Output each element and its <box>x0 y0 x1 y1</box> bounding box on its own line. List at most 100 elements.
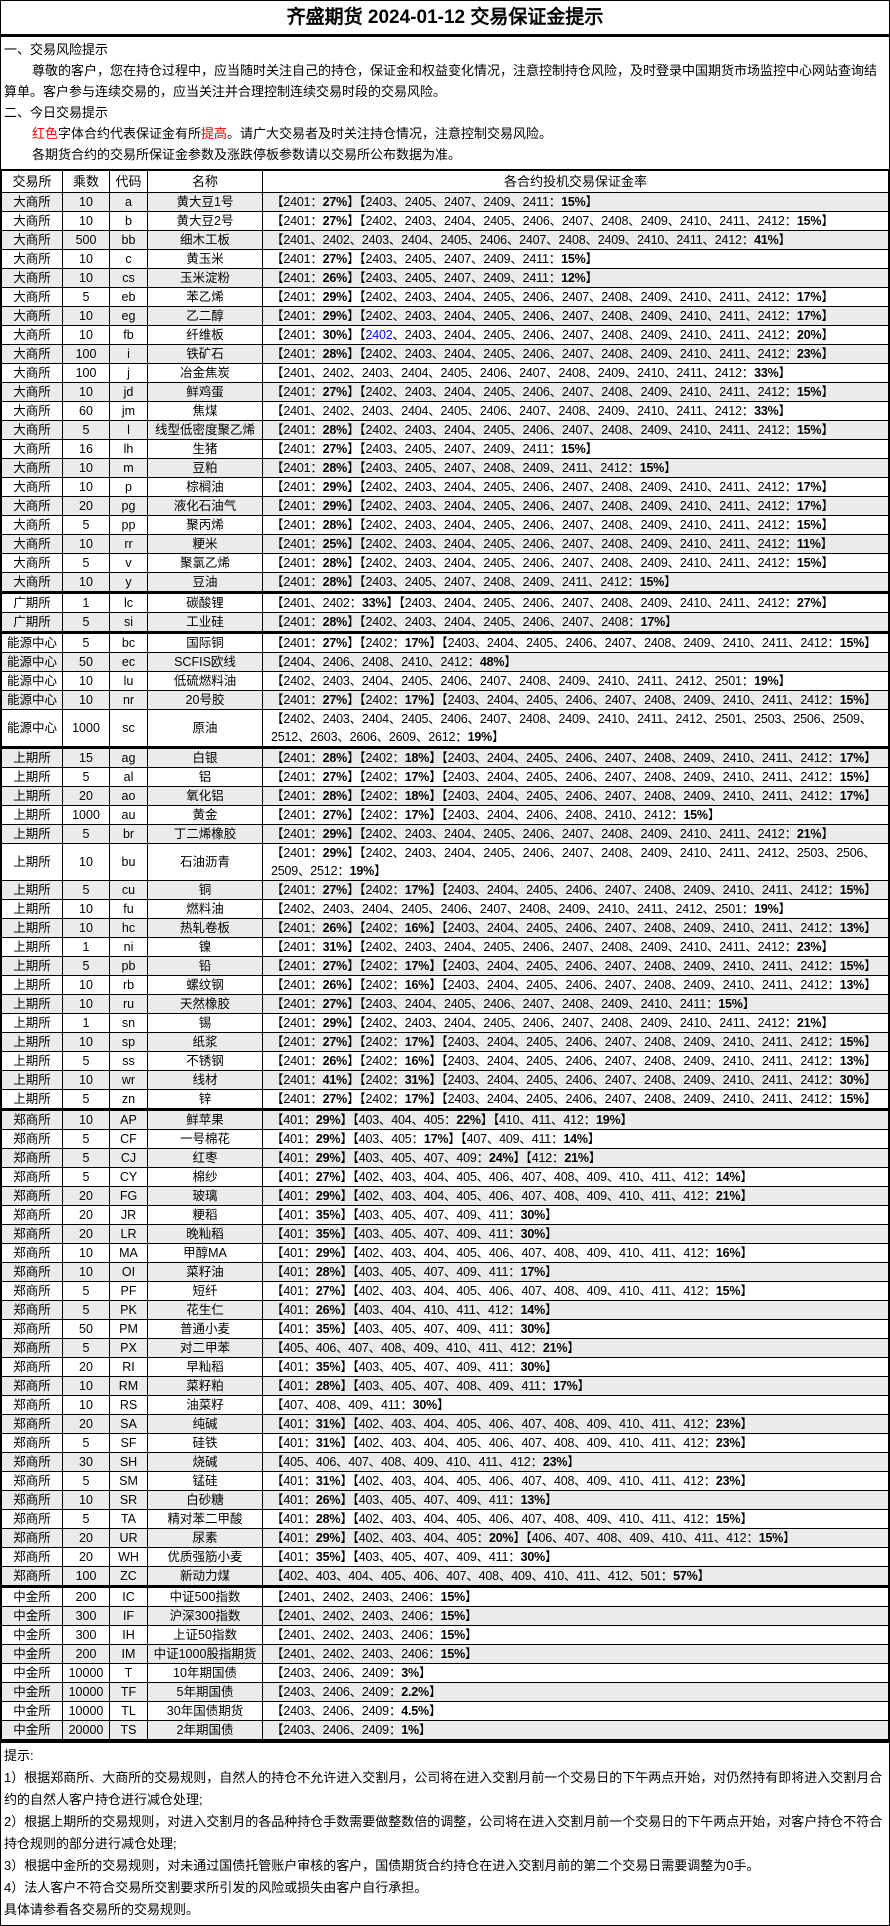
contract-list: 2403、2404、2405、2406、2407、2408、2409、2410、… <box>447 978 828 992</box>
code-cell: RI <box>109 1357 148 1377</box>
table-row: 大商所 5 v 聚氯乙烯 【2401：28%】【2402、2403、2404、2405、… <box>1 553 889 573</box>
table-row: 郑商所 20 LR 晚籼稻 【401：35%】【403、405、407、409、411：… <box>1 1224 889 1244</box>
exchange-cell: 郑商所 <box>1 1414 63 1434</box>
table-row: 大商所 16 lh 生猪 【2401：27%】【2403、2405、2407、2409、… <box>1 439 889 459</box>
code-cell: c <box>109 249 148 269</box>
code-cell: zn <box>109 1089 148 1110</box>
name-cell: 铁矿石 <box>147 344 263 364</box>
header-exchange: 交易所 <box>1 169 63 193</box>
rate-group: 【402、403、404、405、406、407、408、409、410、411… <box>352 1284 753 1298</box>
contract-list: 2403、2404、2405、2406、2407、2408、2409、2410、… <box>404 596 785 610</box>
rate-group: 【2403、2404、2406、2408、2410、2412：15%】 <box>441 808 721 822</box>
multiplier-cell: 5 <box>62 287 110 307</box>
header-name: 名称 <box>147 169 263 193</box>
rate-group: 【2401：27%】 <box>271 636 360 650</box>
rate-group: 【2401：28%】 <box>271 575 360 589</box>
exchange-cell: 大商所 <box>1 458 63 478</box>
margin-rate: 15% <box>758 1531 784 1545</box>
rate-group: 【401：35%】 <box>271 1360 353 1374</box>
multiplier-cell: 5 <box>62 515 110 535</box>
code-cell: pp <box>109 515 148 535</box>
name-cell: 天然橡胶 <box>147 994 263 1014</box>
rate-group: 【2401：41%】 <box>271 1073 360 1087</box>
rate-group: 【401：28%】 <box>271 1265 353 1279</box>
name-cell: 铅 <box>147 956 263 976</box>
rate-group: 【2403、2404、2405、2406、2407、2408、2409、2410… <box>441 789 877 803</box>
code-cell: m <box>109 458 148 478</box>
margin-rate: 17% <box>553 1379 578 1393</box>
code-cell: bu <box>109 843 148 881</box>
table-row: 郑商所 5 PF 短纤 【401：27%】【402、403、404、405、406、40… <box>1 1281 889 1301</box>
rate-group: 【402、403、404、405、406、407、408、409、410、411… <box>352 1417 753 1431</box>
margin-rate: 41% <box>322 1073 348 1087</box>
contract-list: 2402、2403、2404、2405、2406、2407、2408、2409、… <box>271 712 872 744</box>
margin-rate-cell: 【2401：26%】【2403、2405、2407、2409、2411：12%】 <box>262 268 889 288</box>
rate-group: 【2403、2406、2409：2.2%】 <box>271 1685 442 1699</box>
name-cell: 优质强筋小麦 <box>147 1547 263 1567</box>
code-cell: pg <box>109 496 148 516</box>
exchange-cell: 郑商所 <box>1 1338 63 1358</box>
multiplier-cell: 10 <box>62 477 110 497</box>
exchange-cell: 大商所 <box>1 439 63 459</box>
footer-item: 4）法人客户不符合交易所交割要求所引发的风险或损失由客户自行承担。 <box>4 1880 428 1895</box>
name-cell: 纯碱 <box>147 1414 263 1434</box>
rate-group: 【2403、2405、2407、2408、2409、2411、2412：15%】 <box>359 461 677 475</box>
exchange-cell: 郑商所 <box>1 1205 63 1225</box>
code-cell: CJ <box>109 1148 148 1168</box>
margin-rate: 16% <box>404 1054 430 1068</box>
rate-group: 【401：29%】 <box>271 1132 353 1146</box>
contract-list: 2402、2403、2404、2405、2406、2407、2408、2409、… <box>365 347 785 361</box>
contract-list: 403、405、407、409、411 <box>358 1265 509 1279</box>
margin-rate: 28% <box>322 347 348 361</box>
margin-rate: 31% <box>322 940 348 954</box>
name-cell: 油菜籽 <box>147 1395 263 1415</box>
margin-rate-cell: 【401：29%】【402、403、404、405、406、407、408、40… <box>262 1243 889 1263</box>
exchange-cell: 中金所 <box>1 1701 63 1721</box>
rate-group: 【2401：26%】 <box>271 1054 360 1068</box>
name-cell: 粳米 <box>147 534 263 554</box>
contract-list: 401 <box>283 1113 304 1127</box>
multiplier-cell: 10 <box>62 192 110 212</box>
name-cell: 棕榈油 <box>147 477 263 497</box>
rate-group: 【402、403、404、405、406、407、408、409、410、411… <box>352 1474 753 1488</box>
name-cell: 一号棉花 <box>147 1129 263 1149</box>
margin-rate: 35% <box>315 1227 341 1241</box>
contract-list: 2403、2406、2409 <box>283 1704 389 1718</box>
contract-list: 405、406、407、408、409、410、411、412 <box>283 1341 531 1355</box>
margin-rate: 15% <box>561 442 586 456</box>
contract-list: 2401 <box>283 309 311 323</box>
code-cell: jd <box>109 382 148 402</box>
margin-rate: 21% <box>796 827 822 841</box>
note-mid: 字体合约代表保证金有所 <box>58 126 202 141</box>
margin-rate: 14% <box>563 1132 588 1146</box>
rate-group: 【2401：26%】 <box>271 978 360 992</box>
rate-group: 【2402、2403、2404、2405、2406、2407、2408、2409… <box>271 902 791 916</box>
multiplier-cell: 10 <box>62 1376 110 1396</box>
margin-rate-cell: 【401：28%】【403、405、407、409、411：17%】 <box>262 1262 889 1282</box>
multiplier-cell: 5 <box>62 1148 110 1168</box>
contract-list: 2402 <box>365 751 393 765</box>
multiplier-cell: 5 <box>62 1433 110 1453</box>
highlighted-contract: 2402 <box>365 328 393 342</box>
table-row: 大商所 10 m 豆粕 【2401：28%】【2403、2405、2407、2408、2… <box>1 458 889 478</box>
multiplier-cell: 10000 <box>62 1663 110 1683</box>
code-cell: ZC <box>109 1566 148 1587</box>
rate-group: 【2401：27%】 <box>271 1035 360 1049</box>
table-row: 广期所 1 lc 碳酸锂 【2401、2402：33%】【2403、2404、2405、… <box>1 591 889 613</box>
exchange-cell: 能源中心 <box>1 631 63 653</box>
exchange-cell: 上期所 <box>1 786 63 806</box>
contract-list: 2401 <box>283 385 311 399</box>
code-cell: SM <box>109 1471 148 1491</box>
name-cell: 玉米淀粉 <box>147 268 263 288</box>
contract-list: 403、405、407、409、411 <box>358 1493 509 1507</box>
contract-list: 2402、2403、2404、2405、2406、2407、2408、2409、… <box>365 537 785 551</box>
multiplier-cell: 10 <box>62 671 110 691</box>
contract-list: 2401 <box>283 770 311 784</box>
code-cell: l <box>109 420 148 440</box>
margin-rate: 18% <box>404 751 430 765</box>
name-cell: 20号胶 <box>147 690 263 710</box>
margin-rate-cell: 【2401：27%】【2402：17%】【2403、2404、2405、2406… <box>262 1032 889 1052</box>
name-cell: 细木工板 <box>147 230 263 250</box>
margin-rate: 16% <box>404 978 430 992</box>
margin-rate: 41% <box>754 233 779 247</box>
